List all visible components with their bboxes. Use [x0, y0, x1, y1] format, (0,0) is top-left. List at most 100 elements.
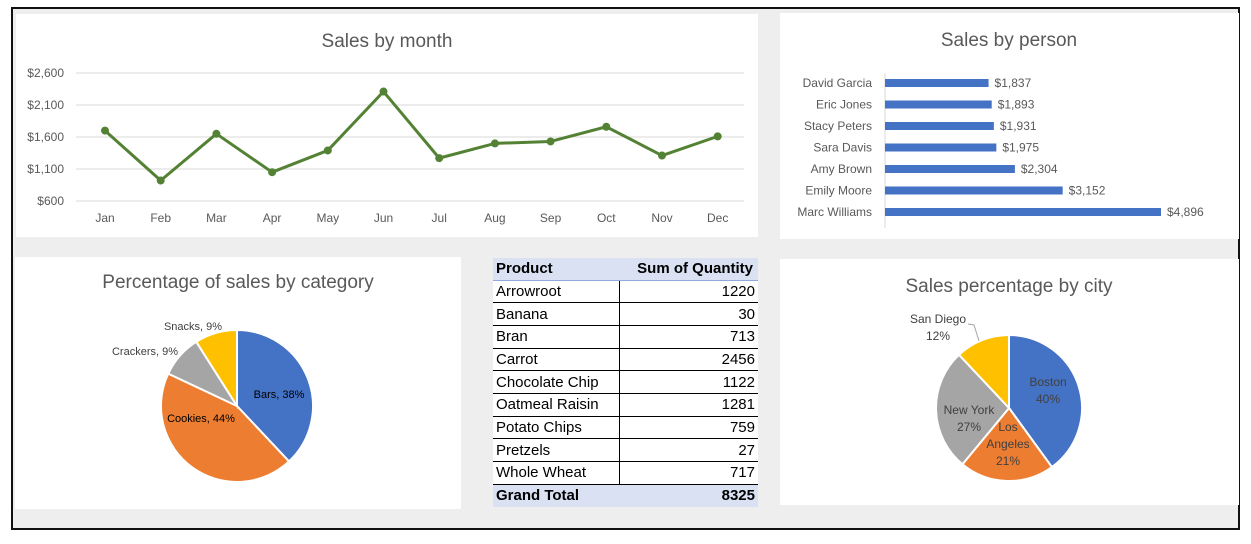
data-label: $3,152: [1069, 184, 1106, 198]
sales-by-city-chart[interactable]: Sales percentage by city Boston 40% Los Ange…: [780, 259, 1239, 505]
sales-by-person-svg: Sales by person David Garcia $1,837 Eric Jo…: [797, 30, 1204, 228]
quantity-cell[interactable]: 30: [619, 302, 758, 326]
quantity-cell[interactable]: 1122: [619, 370, 758, 394]
header-sum-of-quantity[interactable]: Sum of Quantity: [619, 258, 758, 281]
category-label: Emily Moore: [805, 184, 872, 198]
data-point: [713, 132, 722, 141]
pie-slice: [236, 328, 314, 463]
data-point: [323, 146, 332, 155]
category-label: Stacy Peters: [804, 119, 872, 133]
data-point: [602, 122, 611, 131]
y-tick-label: $2,100: [27, 98, 64, 112]
bar: [885, 100, 992, 109]
slice-label: Los Angeles 21%: [986, 420, 1029, 468]
product-cell[interactable]: Pretzels: [493, 438, 620, 462]
data-label: $1,975: [1002, 141, 1039, 155]
data-point: [435, 154, 444, 163]
x-tick-label: Jan: [95, 211, 114, 225]
quantity-cell[interactable]: 2456: [619, 348, 758, 372]
x-tick-label: Apr: [263, 211, 282, 225]
chart-title: Sales by person: [941, 30, 1077, 51]
table-row: Banana 30: [493, 302, 758, 326]
pie-slice: [961, 406, 1054, 482]
product-cell[interactable]: Potato Chips: [493, 416, 620, 440]
product-cell[interactable]: Banana: [493, 302, 620, 326]
x-tick-label: Jul: [432, 211, 447, 225]
chart-title: Sales by month: [322, 31, 453, 52]
y-tick-label: $2,600: [27, 66, 64, 80]
table-row: Potato Chips 759: [493, 416, 758, 440]
slice-label-line: New York: [944, 403, 996, 417]
table-row: Whole Wheat 717: [493, 461, 758, 485]
product-cell[interactable]: Grand Total: [493, 483, 619, 507]
slice-label: Bars, 38%: [254, 389, 305, 401]
table-row: Bran 713: [493, 325, 758, 349]
product-cell[interactable]: Oatmeal Raisin: [493, 393, 620, 417]
quantity-cell[interactable]: 27: [619, 438, 758, 462]
data-point: [101, 126, 109, 135]
bar: [885, 143, 997, 152]
slice-label: Boston 40%: [1029, 375, 1066, 406]
y-tick-label: $600: [37, 194, 64, 208]
category-label: David Garcia: [803, 76, 873, 90]
product-cell[interactable]: Bran: [493, 325, 620, 349]
sales-by-category-svg: Percentage of sales by category Bars, 38%…: [102, 272, 374, 483]
quantity-cell[interactable]: 717: [619, 461, 758, 485]
data-label: $4,896: [1167, 205, 1204, 219]
slice-label: Crackers, 9%: [112, 346, 178, 358]
table-row: Chocolate Chip 1122: [493, 370, 758, 394]
data-point: [379, 87, 388, 96]
pie-slice: [935, 353, 1011, 466]
x-tick-label: Sep: [540, 211, 562, 225]
quantity-cell[interactable]: 1281: [619, 393, 758, 417]
table-row: Arrowroot 1220: [493, 280, 758, 304]
sales-by-category-chart[interactable]: Percentage of sales by category Bars, 38%…: [15, 257, 461, 509]
slice-label-line: 21%: [996, 454, 1020, 468]
header-product[interactable]: Product: [493, 258, 619, 281]
chart-title: Sales percentage by city: [905, 276, 1113, 297]
pie-slice: [194, 328, 238, 410]
data-label: $1,931: [1000, 119, 1037, 133]
sales-by-month-chart[interactable]: Sales by month $600 $1,100 $1,600 $2,100 $2,6…: [16, 14, 758, 237]
slice-label-line: 27%: [957, 420, 981, 434]
data-point: [658, 151, 666, 160]
slice-label-line: Angeles: [986, 437, 1029, 451]
data-label: $2,304: [1021, 162, 1058, 176]
slice-label: New York 27%: [944, 403, 996, 434]
table-row: Oatmeal Raisin 1281: [493, 393, 758, 417]
slice-label-line: 40%: [1036, 392, 1060, 406]
quantity-cell[interactable]: 1220: [619, 280, 758, 304]
leader-line: [967, 323, 980, 342]
slice-label: Snacks, 9%: [164, 321, 222, 333]
slice-label-line: San Diego: [910, 312, 966, 326]
quantity-cell[interactable]: 759: [619, 416, 758, 440]
bar: [885, 79, 989, 87]
table-row: Pretzels 27: [493, 438, 758, 462]
data-point: [212, 129, 221, 138]
sales-by-person-chart[interactable]: Sales by person David Garcia $1,837 Eric Jo…: [780, 13, 1239, 239]
quantity-pivot-table[interactable]: Product Sum of Quantity Arrowroot 1220 Ban…: [493, 258, 758, 507]
slice-label-line: 12%: [926, 329, 950, 343]
grand-total-row: Grand Total 8325: [493, 483, 758, 507]
quantity-cell[interactable]: 713: [619, 325, 758, 349]
data-label: $1,893: [998, 98, 1035, 112]
quantity-cell[interactable]: 8325: [619, 483, 758, 507]
bar: [885, 186, 1063, 195]
category-label: Amy Brown: [811, 162, 872, 176]
y-tick-label: $1,100: [27, 162, 64, 176]
product-cell[interactable]: Carrot: [493, 348, 620, 372]
dashboard: Sales by month $600 $1,100 $1,600 $2,100 $2,6…: [11, 7, 1240, 530]
product-cell[interactable]: Whole Wheat: [493, 461, 620, 485]
pie-slice: [957, 333, 1010, 411]
product-cell[interactable]: Chocolate Chip: [493, 370, 620, 394]
slice-label-line: Los: [998, 420, 1017, 434]
product-cell[interactable]: Arrowroot: [493, 280, 620, 304]
y-tick-label: $1,600: [27, 130, 64, 144]
x-tick-label: Jun: [374, 211, 393, 225]
table-header-row: Product Sum of Quantity: [493, 258, 758, 281]
slice-label: Cookies, 44%: [167, 413, 235, 425]
category-label: Sara Davis: [813, 141, 872, 155]
data-point: [546, 137, 555, 146]
slice-label: San Diego 12%: [910, 312, 966, 343]
pie-slice: [160, 372, 291, 483]
